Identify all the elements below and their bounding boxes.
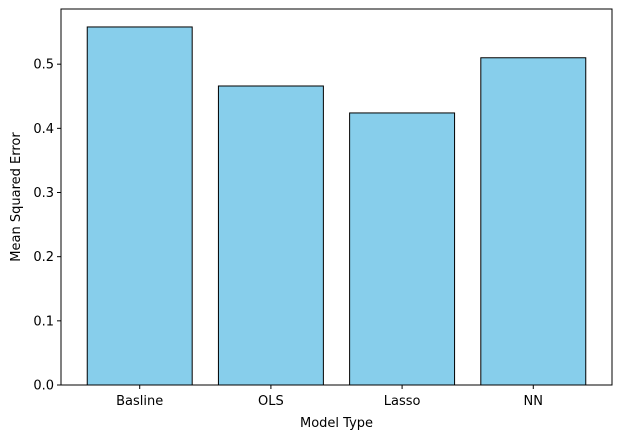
bar-nn xyxy=(480,57,587,386)
x-axis: Basline OLS Lasso NN xyxy=(116,385,543,409)
bar-lasso xyxy=(349,112,456,386)
x-tick-label: NN xyxy=(524,394,543,409)
y-axis: 0.0 0.1 0.2 0.3 0.4 0.5 xyxy=(33,58,61,394)
x-axis-title: Model Type xyxy=(300,416,373,431)
bars-group xyxy=(86,26,587,386)
y-tick-label: 0.5 xyxy=(33,58,54,73)
x-tick-label: Lasso xyxy=(384,394,421,409)
y-tick-label: 0.4 xyxy=(33,122,54,137)
y-axis-title: Mean Squared Error xyxy=(9,132,24,262)
y-tick-label: 0.1 xyxy=(33,314,54,329)
bar-basline xyxy=(86,26,193,386)
plot-frame xyxy=(60,8,613,386)
x-tick-label: OLS xyxy=(258,394,284,409)
x-tick-label: Basline xyxy=(116,394,163,409)
bar-ols xyxy=(217,85,324,386)
y-tick-label: 0.3 xyxy=(33,186,54,201)
y-tick-label: 0.2 xyxy=(33,250,54,265)
y-tick-label: 0.0 xyxy=(33,379,54,394)
